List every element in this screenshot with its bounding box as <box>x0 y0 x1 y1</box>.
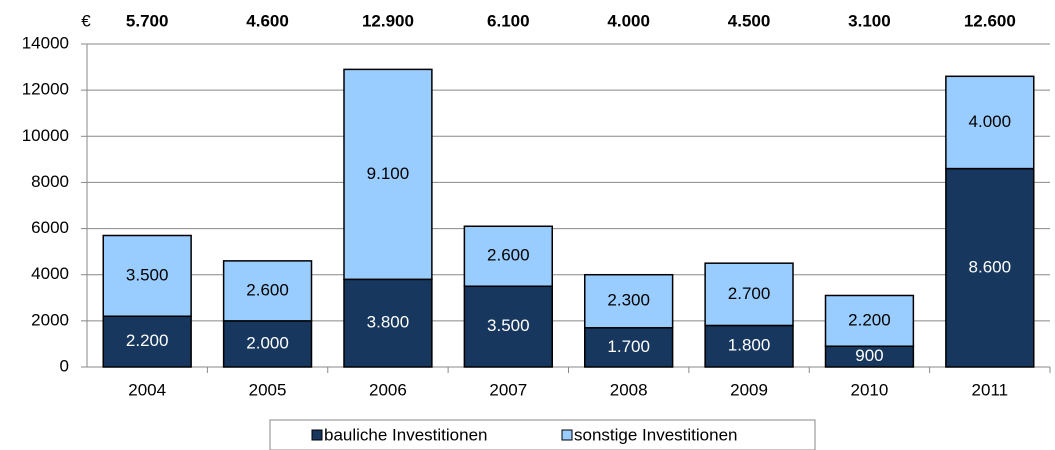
value-label: 4.000 <box>969 112 1012 131</box>
bar-segment <box>343 278 433 368</box>
total-label: 4.600 <box>246 11 289 30</box>
legend-swatch <box>561 429 573 441</box>
value-label: 900 <box>855 346 883 365</box>
total-label: 4.500 <box>728 11 771 30</box>
value-label: 2.200 <box>126 331 169 350</box>
bar-segment <box>102 315 192 368</box>
x-tick-label: 2011 <box>972 380 1009 399</box>
bar-segment <box>102 234 192 317</box>
y-tick-label: 10000 <box>22 126 69 145</box>
value-label: 2.300 <box>607 291 650 310</box>
y-tick-label: 2000 <box>31 310 69 329</box>
value-label: 3.500 <box>126 265 169 284</box>
bar-segment <box>463 225 553 287</box>
value-label: 2.600 <box>246 280 289 299</box>
total-label: 12.900 <box>362 11 414 30</box>
bar-segment <box>704 324 794 368</box>
y-tick-label: 4000 <box>31 264 69 283</box>
x-tick-label: 2006 <box>369 380 407 399</box>
x-tick-label: 2007 <box>489 380 527 399</box>
x-tick-label: 2010 <box>851 380 889 399</box>
total-label: 6.100 <box>487 11 530 30</box>
total-label: 3.100 <box>848 11 891 30</box>
x-tick-label: 2004 <box>128 380 166 399</box>
y-tick-label: 0 <box>60 356 69 375</box>
bar-segment <box>584 273 674 329</box>
value-label: 8.600 <box>969 257 1012 276</box>
value-label: 3.500 <box>487 316 530 335</box>
bar-segment <box>704 262 794 327</box>
legend-box <box>269 419 816 450</box>
value-label: 2.200 <box>848 310 891 329</box>
value-label: 9.100 <box>367 164 410 183</box>
bar-segment <box>824 294 915 347</box>
value-label: 2.000 <box>246 333 289 352</box>
y-tick-label: 8000 <box>31 172 69 191</box>
value-label: 2.700 <box>728 284 771 303</box>
legend-swatch <box>311 429 323 441</box>
bar-segment <box>945 75 1035 170</box>
value-label: 1.800 <box>728 336 771 355</box>
bar-segment <box>945 167 1035 368</box>
legend-label: sonstige Investitionen <box>574 425 738 444</box>
x-tick-label: 2008 <box>610 380 648 399</box>
value-label: 3.800 <box>367 313 410 332</box>
x-tick-label: 2005 <box>249 380 287 399</box>
x-tick-label: 2009 <box>730 380 768 399</box>
bar-segment <box>463 285 553 368</box>
legend-label: bauliche Investitionen <box>324 425 488 444</box>
y-tick-label: 6000 <box>31 218 69 237</box>
total-label: 4.000 <box>607 11 650 30</box>
total-label: 12.600 <box>964 11 1016 30</box>
y-tick-label: 14000 <box>22 33 69 52</box>
y-unit: € <box>81 11 91 30</box>
bar-segment <box>584 327 674 368</box>
value-label: 2.600 <box>487 246 530 265</box>
total-label: 5.700 <box>126 11 169 30</box>
bar-segment <box>343 68 433 281</box>
value-label: 1.700 <box>607 337 650 356</box>
y-tick-label: 12000 <box>22 80 69 99</box>
bar-segment <box>222 260 313 322</box>
